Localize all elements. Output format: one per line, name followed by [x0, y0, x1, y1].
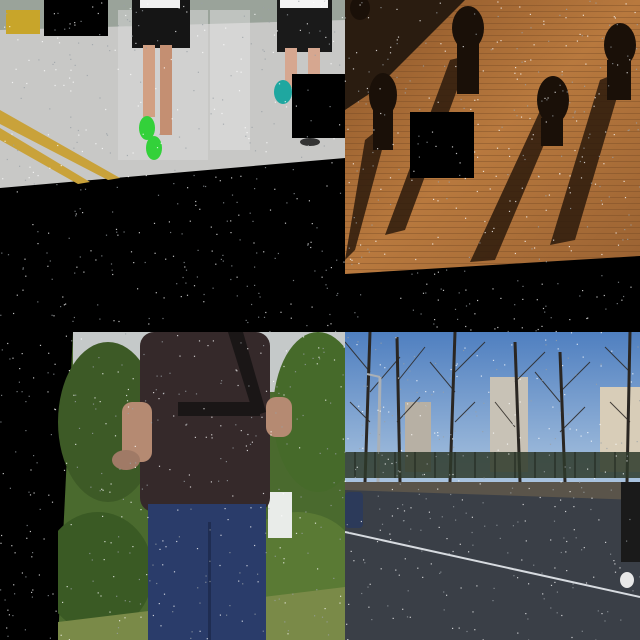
tile-man-jogging: [58, 332, 345, 640]
tile-pedestrians-shadows: [345, 0, 640, 280]
occluder-box: [410, 112, 474, 178]
tile-city-street: [345, 332, 640, 640]
man-jogging-photo: [58, 332, 345, 640]
runners-road-photo: [0, 0, 345, 188]
pedestrians-shadows-photo: [345, 0, 640, 274]
tile-runners-road: [0, 0, 360, 200]
occluder-box: [44, 0, 108, 36]
city-street-photo: [345, 332, 640, 640]
